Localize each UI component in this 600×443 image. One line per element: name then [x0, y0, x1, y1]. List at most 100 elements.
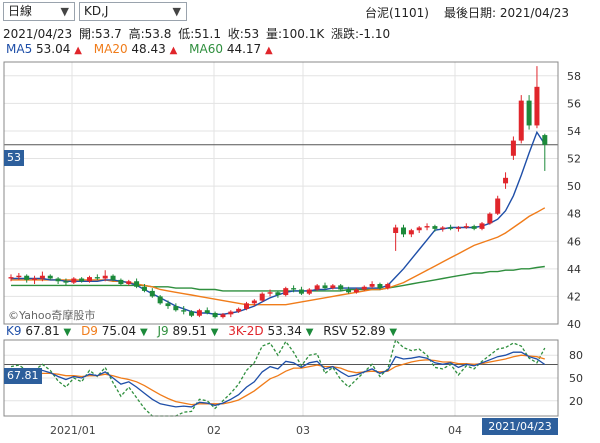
quote-close: 收:53: [227, 27, 260, 41]
candle-body: [228, 311, 234, 315]
k9-label: K9: [6, 324, 22, 338]
candle-body: [542, 135, 548, 145]
watermark: ©Yahoo奇摩股市: [8, 309, 96, 322]
candle-body: [220, 314, 226, 318]
3k2d-value: 53.34: [267, 324, 302, 338]
candle-body: [408, 230, 414, 235]
ma-legend: MA5 53.04 ▲ MA20 48.43 ▲ MA60 44.17 ▲: [6, 42, 273, 56]
ma60-line: [11, 265, 545, 292]
candle-body: [393, 227, 399, 233]
candle-body: [55, 278, 61, 282]
3k2d-label: 3K-2D: [228, 324, 264, 338]
price-grid: [4, 62, 558, 416]
kd-lines: [10, 338, 546, 417]
d9-line: [10, 354, 545, 406]
ma60-legend: MA60 44.17 ▲: [189, 42, 273, 56]
ma5-label: MA5: [6, 42, 33, 56]
down-triangle-icon: ▼: [139, 327, 148, 338]
k9-legend: K9 67.81 ▼: [6, 324, 75, 338]
ma5-legend: MA5 53.04 ▲: [6, 42, 86, 56]
candle-body: [149, 290, 155, 297]
d9-label: D9: [81, 324, 98, 338]
kd-tick-label: 20: [569, 395, 583, 408]
candle-body: [526, 100, 532, 126]
candle-body: [283, 288, 289, 296]
candle-body: [385, 284, 391, 289]
candle-body: [440, 227, 446, 229]
indicator-select-value: KD,J: [84, 4, 109, 18]
price-tick-label: 54: [567, 125, 581, 138]
d9-value: 75.04: [101, 324, 137, 338]
candle-body: [330, 285, 336, 289]
x-label-apr: 04: [448, 424, 462, 437]
period-select-value: 日線: [8, 4, 33, 18]
candle-body: [110, 275, 116, 280]
candle-body: [298, 289, 304, 294]
price-tick-label: 52: [567, 153, 581, 166]
candle-body: [401, 227, 406, 235]
last-date: 最後日期: 2021/04/23: [444, 6, 570, 20]
current-date-box: 2021/04/23: [482, 418, 558, 435]
price-tick-label: 44: [567, 263, 581, 276]
candle-body: [455, 227, 461, 229]
candle-body: [479, 223, 485, 229]
period-select[interactable]: 日線 ▼: [3, 2, 75, 21]
down-triangle-icon: ▼: [210, 327, 219, 338]
j9-legend: J9 89.51 ▼: [157, 324, 222, 338]
candle-body: [24, 275, 30, 280]
kd-axis: 20 50 80: [569, 349, 583, 408]
d9-legend: D9 75.04 ▼: [81, 324, 151, 338]
candle-body: [424, 226, 430, 228]
candle-body: [534, 86, 540, 126]
indicator-select[interactable]: KD,J ▼: [79, 2, 187, 21]
k9-value: 67.81: [25, 324, 60, 338]
candle-body: [510, 140, 516, 156]
candle-body: [71, 278, 77, 283]
x-label-feb: 02: [207, 424, 221, 437]
candle-body: [353, 289, 359, 293]
candle-body: [87, 277, 92, 282]
candle-body: [463, 226, 469, 228]
quote-volume: 量:100.1K: [265, 27, 325, 41]
candle-body: [63, 281, 69, 283]
candle-body: [322, 285, 328, 289]
ma60-value: 44.17: [226, 42, 262, 56]
price-tick-label: 42: [567, 290, 581, 303]
candle-body: [487, 213, 493, 224]
quote-date: 2021/04/23: [3, 27, 73, 41]
price-tick-label: 50: [567, 180, 581, 193]
ma20-label: MA20: [93, 42, 128, 56]
j9-label: J9: [157, 324, 169, 338]
j9-line: [10, 338, 546, 417]
candle-body: [361, 286, 367, 290]
price-axis: 40 42 44 46 48 50 52 54 56 58: [567, 70, 581, 331]
candle-body: [173, 306, 179, 311]
3k2d-legend: 3K-2D 53.34 ▼: [228, 324, 317, 338]
candle-body: [416, 227, 422, 231]
candle-body: [495, 198, 501, 214]
candle-body: [126, 281, 132, 285]
kd-panel-frame: [3, 339, 559, 417]
k9-line: [10, 351, 546, 408]
candle-body: [196, 310, 202, 316]
up-triangle-icon: ▲: [265, 45, 273, 56]
current-price-box: 53: [4, 150, 24, 166]
down-triangle-icon: ▼: [305, 327, 314, 338]
up-triangle-icon: ▲: [169, 45, 178, 56]
candle-body: [236, 308, 242, 312]
kd-legend: K9 67.81 ▼ D9 75.04 ▼ J9 89.51 ▼ 3K-2D 5…: [6, 324, 397, 338]
candle-body: [432, 226, 438, 229]
candle-body: [244, 303, 249, 309]
candle-body: [306, 289, 312, 294]
stock-name: 台泥(1101): [365, 6, 429, 20]
rsv-label: RSV: [323, 324, 348, 338]
candle-body: [47, 275, 53, 279]
candle-body: [448, 227, 454, 229]
candle-body: [32, 278, 38, 280]
candle-body: [251, 300, 257, 304]
x-label-mar: 03: [296, 424, 310, 437]
price-tick-label: 46: [567, 235, 581, 248]
kd-tick-label: 80: [569, 349, 583, 362]
ma-lines: [11, 130, 546, 315]
